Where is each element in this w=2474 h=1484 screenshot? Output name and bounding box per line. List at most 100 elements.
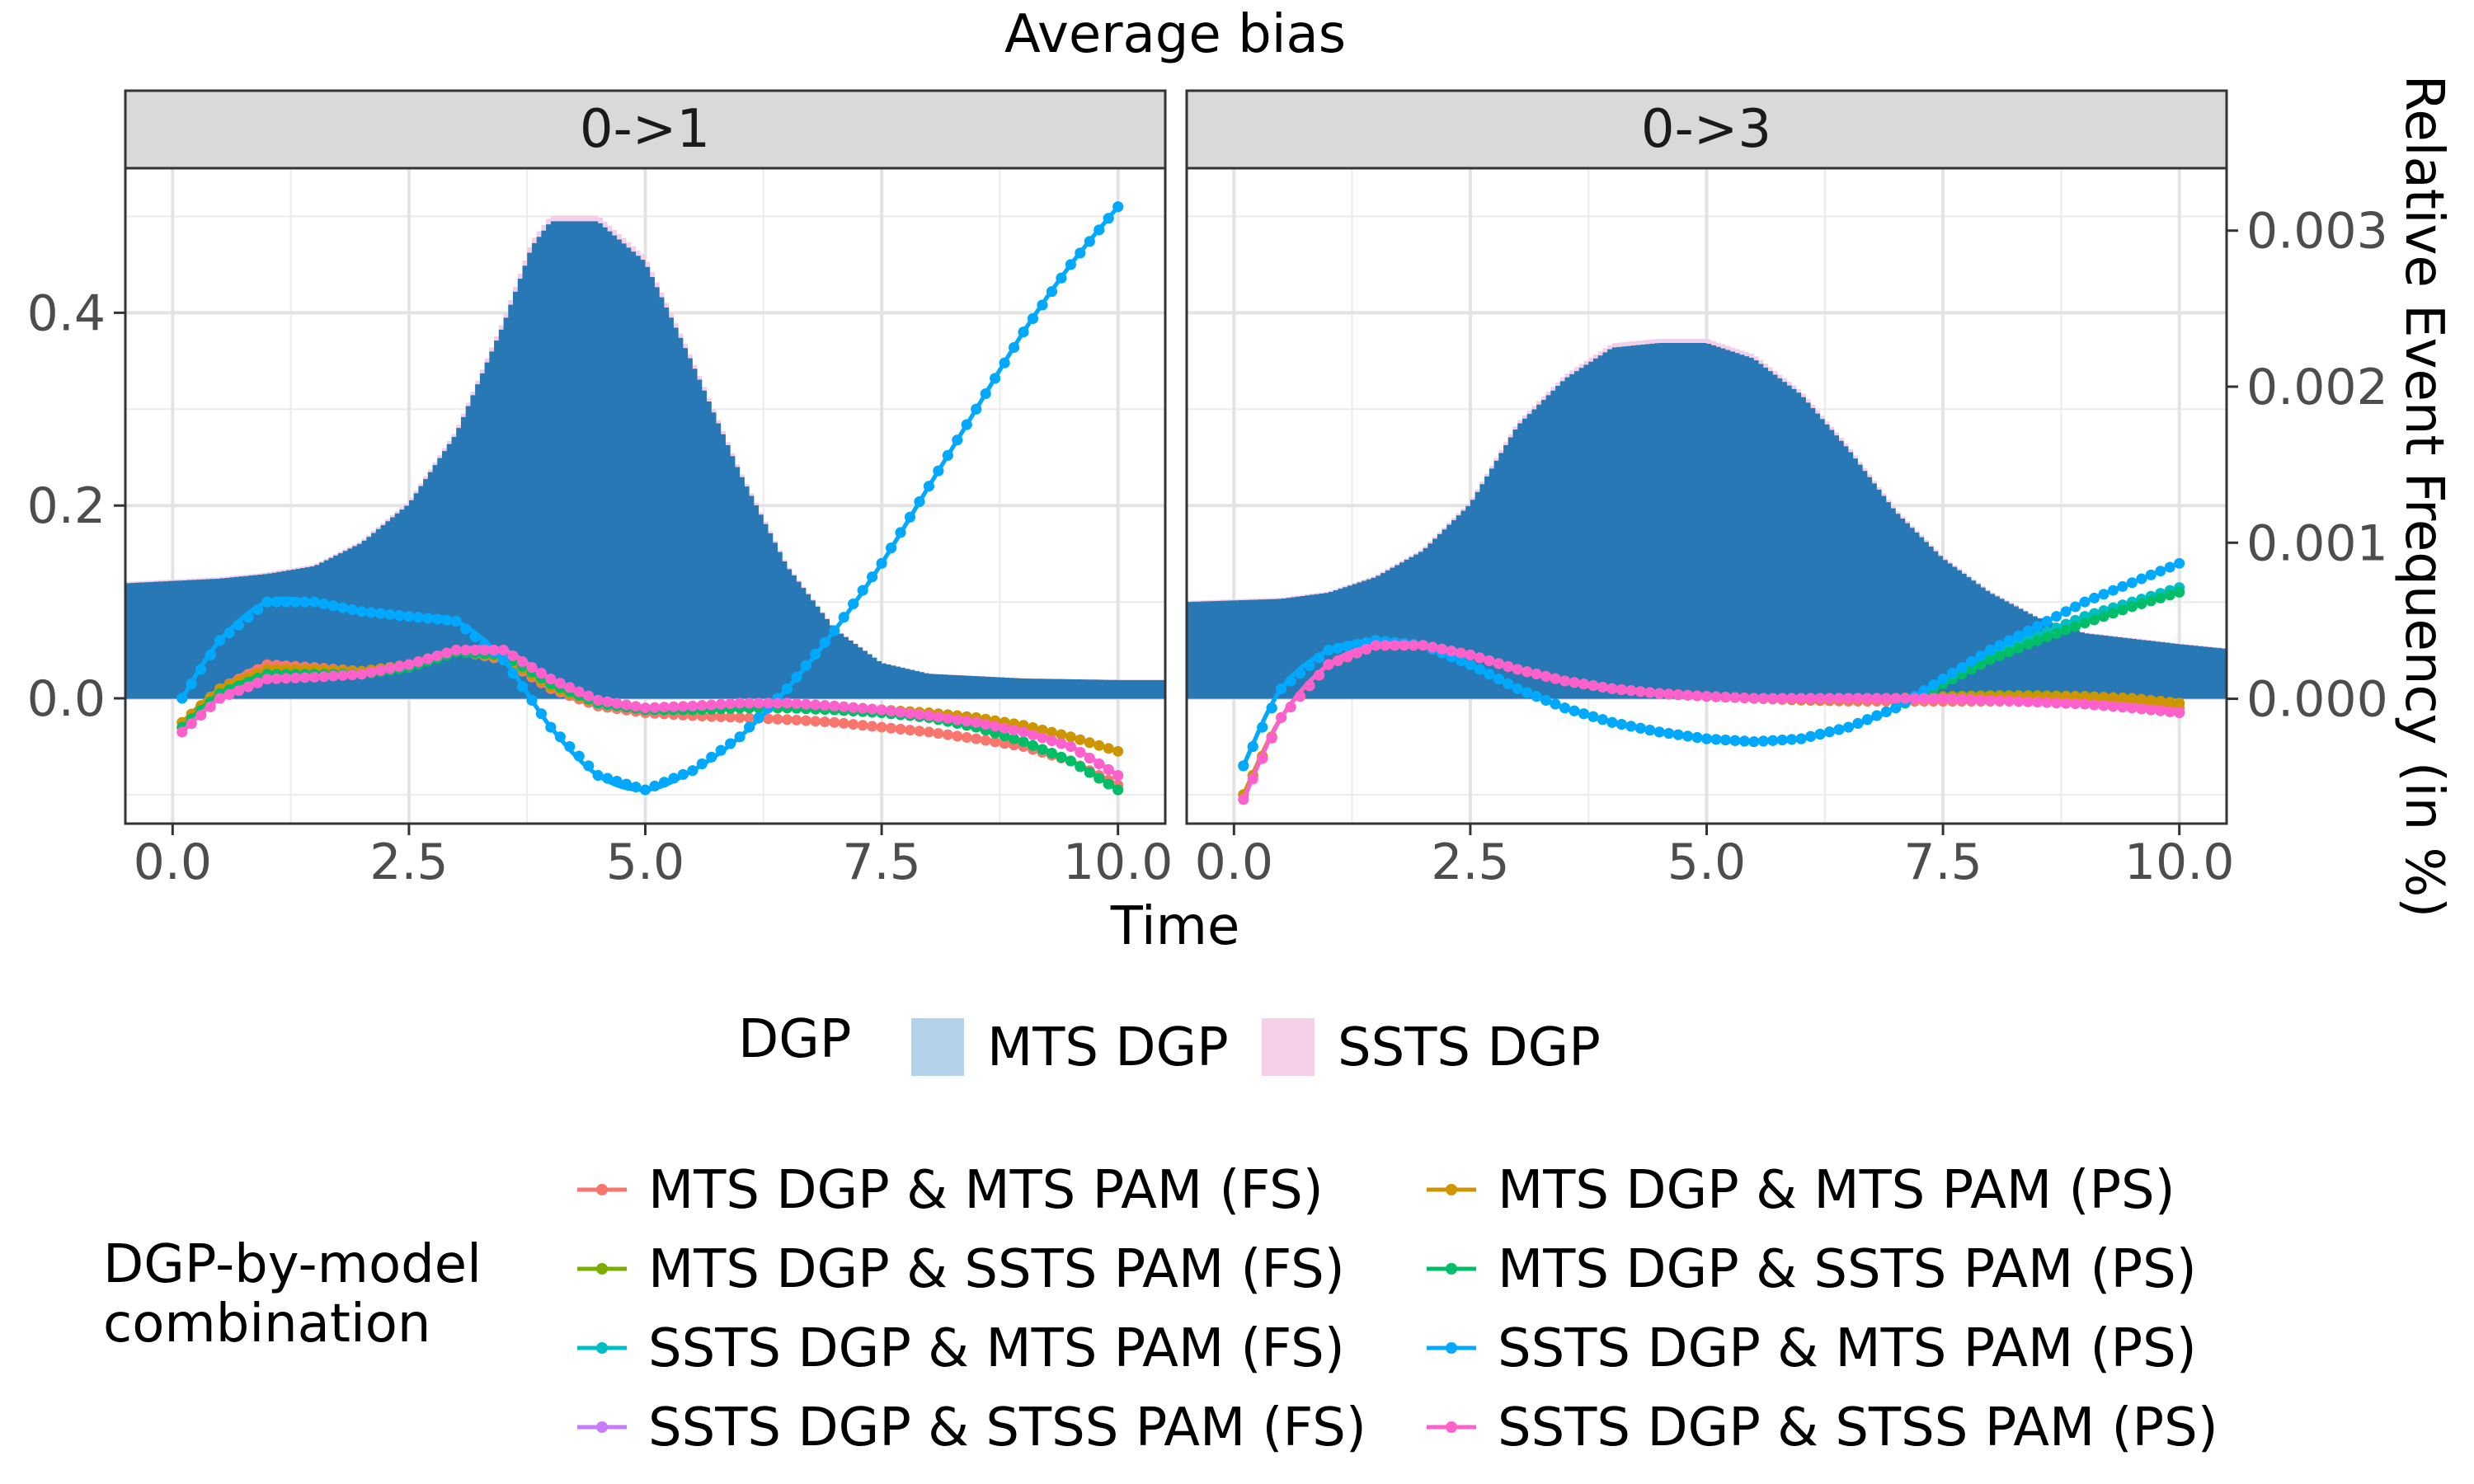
point-ssts-dgp-mts-pam-ps [1276, 683, 1287, 694]
point-ssts-dgp-stss-pam-ps [2060, 697, 2072, 709]
point-ssts-dgp-stss-pam-ps [1323, 659, 1334, 670]
point-mts-dgp-ssts-pam-ps [2079, 618, 2091, 629]
point-mts-dgp-mts-pam-fs [867, 721, 878, 732]
point-ssts-dgp-stss-pam-ps [1351, 647, 1362, 659]
point-ssts-dgp-stss-pam-ps [867, 703, 878, 715]
point-ssts-dgp-stss-pam-ps [923, 710, 934, 721]
point-mts-dgp-ssts-pam-ps [2107, 608, 2119, 619]
point-ssts-dgp-stss-pam-ps [725, 698, 736, 710]
point-mts-dgp-mts-pam-fs [886, 722, 897, 734]
point-ssts-dgp-mts-pam-ps [2155, 566, 2166, 577]
point-ssts-dgp-stss-pam-ps [971, 716, 982, 728]
point-ssts-dgp-mts-pam-ps [1037, 299, 1048, 311]
point-ssts-dgp-mts-pam-ps [450, 615, 462, 627]
series-legend-title-line1: DGP-by-model [103, 1234, 482, 1295]
legend-key-point-ssts-dgp-mts-pam-fs [596, 1342, 608, 1354]
point-mts-dgp-mts-pam-ps [2070, 691, 2081, 702]
point-ssts-dgp-mts-pam-ps [980, 388, 991, 400]
legend-label-mts-dgp-ssts-pam-ps: MTS DGP & SSTS PAM (PS) [1498, 1239, 2197, 1300]
point-ssts-dgp-stss-pam-ps [744, 697, 755, 709]
point-ssts-dgp-mts-pam-ps [1672, 729, 1684, 740]
point-ssts-dgp-mts-pam-ps [564, 740, 576, 752]
point-ssts-dgp-stss-pam-ps [658, 702, 670, 713]
point-ssts-dgp-stss-pam-ps [365, 666, 377, 678]
point-ssts-dgp-mts-pam-ps [356, 606, 368, 618]
point-mts-dgp-mts-pam-fs [857, 720, 868, 731]
point-mts-dgp-ssts-pam-ps [1056, 751, 1067, 763]
y-tick-label: 0.2 [27, 477, 106, 535]
point-ssts-dgp-stss-pam-ps [205, 701, 216, 712]
point-ssts-dgp-stss-pam-ps [1928, 693, 1940, 704]
point-ssts-dgp-stss-pam-ps [668, 701, 680, 712]
point-ssts-dgp-stss-pam-ps [1776, 693, 1788, 704]
point-ssts-dgp-mts-pam-ps [2060, 606, 2072, 618]
point-ssts-dgp-stss-pam-ps [1550, 673, 1561, 684]
point-ssts-dgp-mts-pam-ps [1729, 735, 1741, 746]
x-tick-label: 10.0 [1063, 834, 1174, 891]
point-ssts-dgp-mts-pam-ps [195, 664, 207, 675]
point-ssts-dgp-stss-pam-ps [186, 718, 197, 730]
point-ssts-dgp-mts-pam-ps [1663, 728, 1675, 740]
point-ssts-dgp-stss-pam-ps [564, 682, 576, 693]
point-ssts-dgp-mts-pam-ps [1928, 679, 1940, 691]
y-axis-left: 0.0 0.2 0.4 [27, 284, 125, 728]
point-ssts-dgp-mts-pam-ps [895, 527, 906, 538]
strip-label-0-to-1: 0->1 [580, 99, 710, 160]
point-ssts-dgp-stss-pam-ps [895, 707, 906, 718]
point-mts-dgp-mts-pam-ps [2079, 691, 2091, 702]
point-mts-dgp-ssts-pam-ps [1009, 733, 1020, 744]
point-ssts-dgp-stss-pam-ps [1663, 688, 1675, 700]
point-ssts-dgp-stss-pam-ps [1484, 655, 1495, 666]
point-ssts-dgp-mts-pam-ps [261, 596, 273, 608]
point-ssts-dgp-stss-pam-ps [1937, 693, 1949, 704]
point-ssts-dgp-stss-pam-ps [2032, 697, 2044, 708]
point-mts-dgp-ssts-pam-ps [1018, 736, 1029, 748]
point-mts-dgp-mts-pam-fs [848, 719, 859, 730]
point-mts-dgp-mts-pam-ps [1112, 745, 1124, 757]
point-ssts-dgp-stss-pam-ps [1493, 658, 1504, 669]
point-ssts-dgp-mts-pam-ps [460, 623, 472, 635]
point-ssts-dgp-mts-pam-ps [781, 683, 793, 694]
point-ssts-dgp-mts-pam-ps [242, 612, 254, 623]
point-ssts-dgp-mts-pam-ps [2145, 569, 2157, 580]
point-ssts-dgp-mts-pam-ps [592, 770, 604, 782]
point-mts-dgp-ssts-pam-ps [2126, 601, 2138, 613]
point-ssts-dgp-mts-pam-ps [583, 760, 595, 772]
point-ssts-dgp-mts-pam-ps [280, 596, 292, 608]
y-tick-label: 0.4 [27, 284, 106, 342]
point-mts-dgp-mts-pam-ps [2136, 693, 2147, 705]
point-ssts-dgp-mts-pam-ps [1786, 734, 1798, 745]
point-ssts-dgp-stss-pam-ps [2070, 698, 2081, 710]
point-ssts-dgp-stss-pam-ps [1238, 794, 1249, 805]
point-ssts-dgp-mts-pam-ps [1644, 725, 1656, 736]
point-ssts-dgp-stss-pam-ps [753, 697, 764, 709]
point-ssts-dgp-mts-pam-ps [1616, 719, 1627, 730]
point-ssts-dgp-stss-pam-ps [214, 693, 226, 704]
point-ssts-dgp-mts-pam-ps [791, 671, 802, 683]
point-ssts-dgp-mts-pam-ps [1965, 656, 1977, 668]
point-ssts-dgp-mts-pam-ps [810, 648, 821, 660]
point-ssts-dgp-stss-pam-ps [318, 671, 330, 683]
point-ssts-dgp-stss-pam-ps [498, 645, 510, 656]
point-mts-dgp-mts-pam-fs [781, 714, 793, 726]
point-ssts-dgp-mts-pam-ps [1710, 734, 1722, 745]
point-mts-dgp-ssts-pam-ps [2041, 632, 2053, 643]
point-ssts-dgp-stss-pam-ps [270, 673, 282, 684]
point-ssts-dgp-stss-pam-ps [630, 701, 642, 712]
point-ssts-dgp-stss-pam-ps [441, 647, 453, 659]
point-ssts-dgp-stss-pam-ps [1805, 693, 1817, 704]
series-legend-items: MTS DGP & MTS PAM (FS) MTS DGP & SSTS PAM… [577, 1160, 2218, 1458]
point-mts-dgp-ssts-pam-ps [1065, 755, 1076, 767]
point-ssts-dgp-mts-pam-ps [1094, 224, 1105, 236]
point-ssts-dgp-stss-pam-ps [1833, 693, 1845, 704]
point-mts-dgp-mts-pam-fs [990, 736, 1001, 748]
point-mts-dgp-ssts-pam-ps [2070, 621, 2081, 632]
point-ssts-dgp-mts-pam-ps [1056, 272, 1067, 284]
point-ssts-dgp-stss-pam-ps [1965, 693, 1977, 705]
point-mts-dgp-mts-pam-ps [2089, 691, 2100, 702]
x-tick-label: 5.0 [606, 834, 684, 891]
point-ssts-dgp-stss-pam-ps [886, 705, 897, 716]
point-ssts-dgp-stss-pam-ps [1814, 693, 1826, 704]
point-ssts-dgp-mts-pam-ps [696, 758, 708, 770]
point-ssts-dgp-mts-pam-ps [270, 596, 282, 608]
